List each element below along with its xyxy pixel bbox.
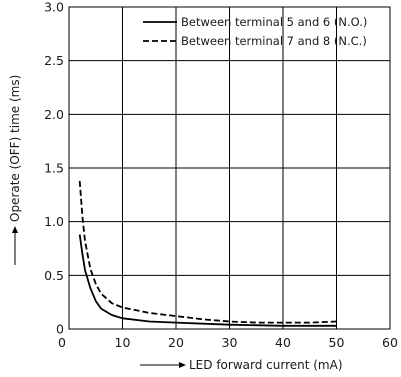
x-axis-title: LED forward current (mA) xyxy=(140,358,343,372)
y-tick-labels: 0 0.5 1.0 1.5 2.0 2.5 3.0 xyxy=(44,0,64,337)
x-tick-label: 20 xyxy=(168,335,184,350)
x-tick-labels: 0 10 20 30 40 50 60 xyxy=(58,335,398,350)
x-tick-label: 60 xyxy=(382,335,398,350)
series-layer xyxy=(78,180,337,327)
x-axis-arrowhead xyxy=(179,362,186,368)
y-tick-label: 3.0 xyxy=(44,0,64,15)
legend-label-nc: Between terminal 7 and 8 (N.C.) xyxy=(181,34,367,48)
legend-label-no: Between terminal 5 and 6 (N.O.) xyxy=(181,15,367,29)
y-axis-arrowhead xyxy=(12,226,18,233)
y-tick-label: 0.5 xyxy=(44,268,64,283)
y-tick-label: 0 xyxy=(56,322,64,337)
y-tick-label: 1.0 xyxy=(44,214,64,229)
x-tick-label: 40 xyxy=(275,335,291,350)
series-line-nc xyxy=(78,180,337,324)
y-axis-title: Operate (OFF) time (ms) xyxy=(8,75,22,265)
y-tick-label: 1.5 xyxy=(44,161,64,176)
legend: Between terminal 5 and 6 (N.O.) Between … xyxy=(143,15,367,48)
y-tick-label: 2.0 xyxy=(44,107,64,122)
x-tick-label: 50 xyxy=(329,335,345,350)
y-axis-label: Operate (OFF) time (ms) xyxy=(8,75,22,222)
series-line-no xyxy=(78,234,337,327)
x-tick-label: 10 xyxy=(115,335,131,350)
grid xyxy=(69,6,391,330)
x-tick-label: 0 xyxy=(58,335,66,350)
x-tick-label: 30 xyxy=(222,335,238,350)
x-axis-label: LED forward current (mA) xyxy=(189,358,343,372)
plot-border xyxy=(68,6,391,330)
y-tick-label: 2.5 xyxy=(44,53,64,68)
